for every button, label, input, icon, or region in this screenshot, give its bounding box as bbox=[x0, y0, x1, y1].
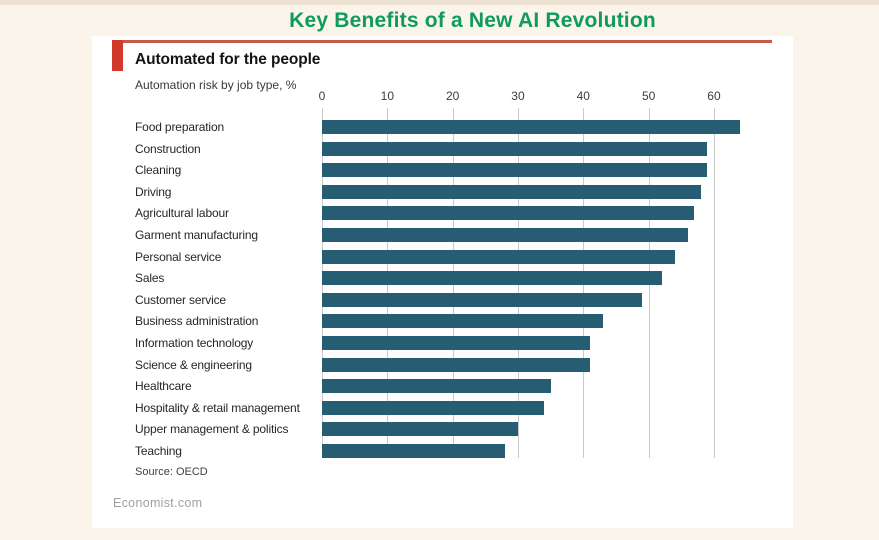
gridline-60 bbox=[713, 108, 715, 458]
category-label: Garment manufacturing bbox=[135, 228, 258, 242]
x-axis-tick-label: 50 bbox=[641, 89, 656, 103]
category-label: Information technology bbox=[135, 336, 254, 350]
x-axis-tick-label: 0 bbox=[318, 89, 326, 103]
site-attribution: Economist.com bbox=[113, 496, 203, 510]
bar bbox=[322, 249, 675, 264]
category-label: Upper management & politics bbox=[135, 422, 289, 437]
category-label: Teaching bbox=[135, 444, 182, 458]
chart-subtitle: Automation risk by job type, % bbox=[135, 78, 297, 92]
bar bbox=[322, 422, 518, 437]
chart-card: Automated for the people Automation risk… bbox=[92, 36, 793, 528]
bar bbox=[322, 292, 643, 307]
category-label: Personal service bbox=[135, 249, 222, 264]
chart-title: Automated for the people bbox=[135, 51, 321, 68]
x-axis-tick-label: 10 bbox=[380, 89, 394, 103]
bar bbox=[322, 444, 505, 458]
bar bbox=[322, 206, 695, 221]
chart-top-rule bbox=[112, 40, 772, 43]
category-label: Agricultural labour bbox=[135, 206, 229, 221]
bar bbox=[322, 271, 662, 286]
category-label: Healthcare bbox=[135, 379, 192, 394]
bar bbox=[322, 163, 708, 178]
bar bbox=[322, 228, 688, 242]
bar bbox=[322, 336, 590, 350]
x-axis-tick-label: 30 bbox=[511, 89, 525, 103]
bar bbox=[322, 184, 701, 199]
bar bbox=[322, 357, 590, 372]
category-label: Customer service bbox=[135, 292, 226, 307]
bar bbox=[322, 141, 708, 156]
chart-accent-tab bbox=[112, 40, 123, 71]
page-title: Key Benefits of a New AI Revolution bbox=[289, 9, 656, 32]
x-axis-tick-label: 20 bbox=[445, 89, 460, 103]
bar bbox=[322, 314, 603, 329]
category-label: Hospitality & retail management bbox=[135, 400, 300, 415]
category-label: Business administration bbox=[135, 314, 259, 329]
bar bbox=[322, 120, 741, 134]
source-note: Source: OECD bbox=[135, 466, 208, 478]
bar bbox=[322, 400, 545, 415]
category-label: Construction bbox=[135, 141, 201, 156]
category-label: Food preparation bbox=[135, 120, 224, 134]
category-label: Cleaning bbox=[135, 163, 182, 178]
category-label: Science & engineering bbox=[135, 357, 252, 372]
category-label: Driving bbox=[135, 184, 172, 199]
x-axis-tick-label: 40 bbox=[576, 89, 590, 103]
top-strip bbox=[0, 0, 879, 5]
bar bbox=[322, 379, 551, 394]
category-label: Sales bbox=[135, 271, 165, 286]
x-axis-tick-label: 60 bbox=[707, 89, 721, 103]
